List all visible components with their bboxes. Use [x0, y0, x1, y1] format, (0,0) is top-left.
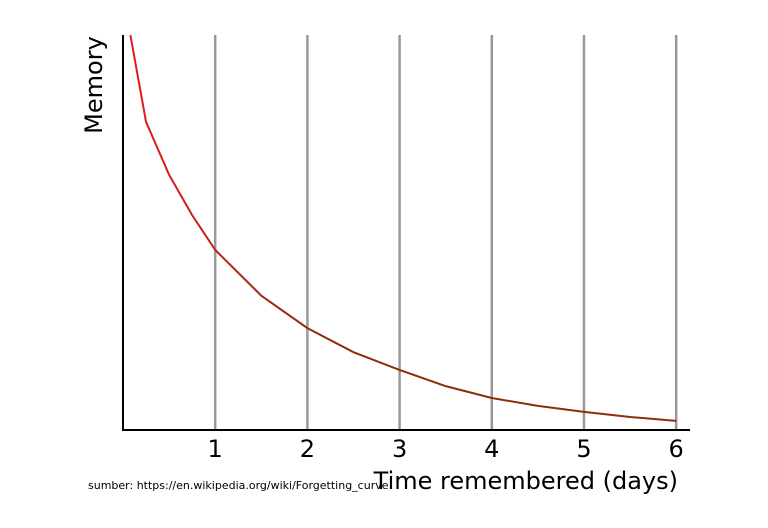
x-tick-label: 4 — [484, 435, 499, 463]
y-axis-label: Memory — [80, 36, 108, 134]
x-tick-label: 1 — [208, 435, 223, 463]
x-axis-label: Time remembered (days) — [373, 467, 678, 495]
x-tick-label: 6 — [669, 435, 684, 463]
x-tick-label: 2 — [300, 435, 315, 463]
x-tick-label: 5 — [576, 435, 591, 463]
x-tick-label: 3 — [392, 435, 407, 463]
source-note: sumber: https://en.wikipedia.org/wiki/Fo… — [88, 479, 389, 492]
memory-curve — [129, 34, 677, 422]
